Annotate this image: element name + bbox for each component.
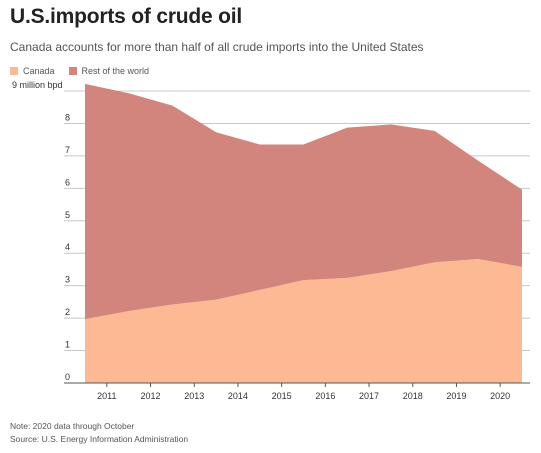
areas [85, 83, 522, 383]
y-tick-label-5: 5 [65, 210, 70, 220]
x-tick-label-2015: 2015 [272, 391, 292, 401]
x-tick-label-2012: 2012 [141, 391, 161, 401]
y-tick-label-8: 8 [65, 112, 70, 122]
footnotes: Note: 2020 data through October Source: … [10, 420, 188, 446]
chart-title: U.S.imports of crude oil [10, 5, 243, 28]
footnote-source: Source: U.S. Energy Information Administ… [10, 434, 189, 444]
chart-subtitle: Canada accounts for more than half of al… [10, 40, 424, 54]
legend-swatch-canada [10, 67, 18, 75]
area-rest-of-the-world [85, 83, 522, 320]
legend-label-rest-of-world: Rest of the world [81, 66, 150, 76]
x-tick-label-2014: 2014 [228, 391, 248, 401]
y-tick-label-7: 7 [65, 145, 70, 155]
area-canada [85, 259, 522, 383]
x-tick-label-2020: 2020 [490, 391, 510, 401]
y-tick-label-2: 2 [65, 307, 70, 317]
legend-label-canada: Canada [23, 66, 55, 76]
y-tick-label-6: 6 [65, 177, 70, 187]
x-tick-label-2019: 2019 [446, 391, 466, 401]
axes: 0 1 2 3 4 5 6 7 8 9 million bpd 2011 2012 2013 2014 20… [12, 80, 530, 401]
x-tick-label-2013: 2013 [184, 391, 204, 401]
x-tick-label-2018: 2018 [403, 391, 423, 401]
y-tick-label-4: 4 [65, 242, 70, 252]
y-tick-label-3: 3 [65, 275, 70, 285]
legend-item-canada: Canada [10, 66, 55, 76]
y-tick-label-9: 9 million bpd [12, 80, 63, 90]
legend-swatch-rest-of-world [68, 67, 77, 75]
y-tick-label-1: 1 [65, 340, 70, 350]
chart-legend: Canada Rest of the world [10, 66, 163, 76]
legend-item-rest-of-world: Rest of the world [68, 66, 150, 76]
x-tick-label-2017: 2017 [359, 391, 379, 401]
x-tick-label-2016: 2016 [315, 391, 335, 401]
x-tick-label-2011: 2011 [97, 391, 116, 401]
y-tick-label-0: 0 [65, 372, 70, 382]
footnote-note: Note: 2020 data through October [10, 421, 135, 431]
